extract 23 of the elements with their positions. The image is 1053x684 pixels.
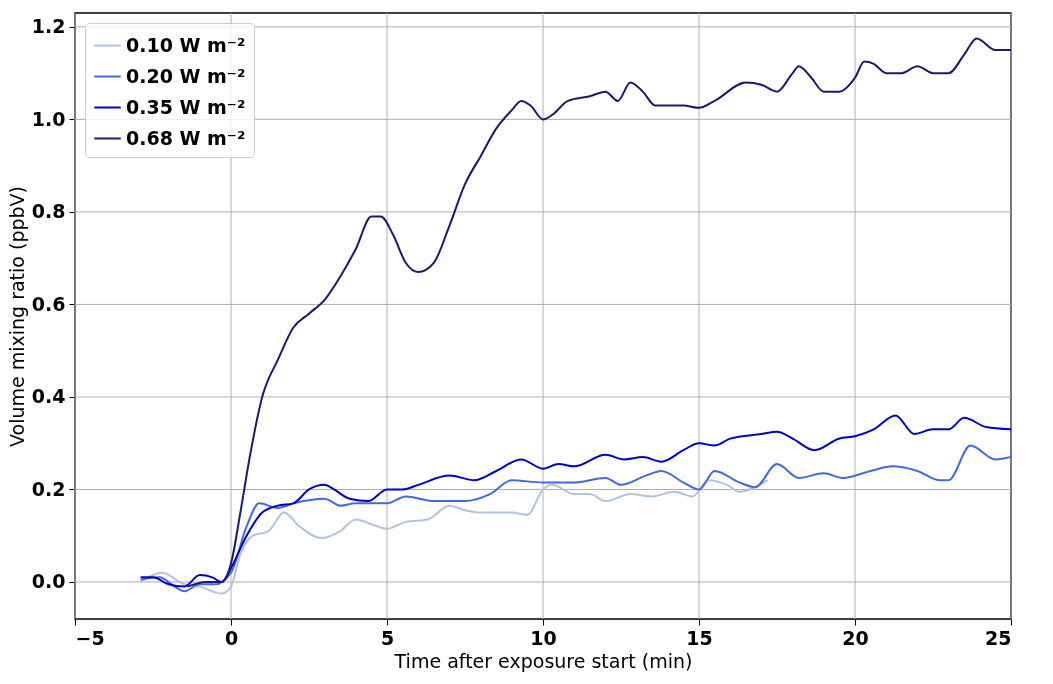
x-tick-label: 0 xyxy=(224,626,239,649)
line-series xyxy=(139,479,769,595)
x-tick-label: 15 xyxy=(686,626,713,649)
x-tick-label: −5 xyxy=(75,626,105,649)
y-tick-label: 0.4 xyxy=(31,385,66,408)
y-tick-label: 0.8 xyxy=(31,200,66,223)
y-tick-label: 0.0 xyxy=(31,570,66,593)
y-tick-label: 1.0 xyxy=(31,107,66,130)
legend-label: 0.10 W m⁻² xyxy=(126,33,246,56)
legend-label: 0.20 W m⁻² xyxy=(126,64,246,87)
y-axis-title: Volume mixing ratio (ppbV) xyxy=(5,185,28,448)
y-tick-label: 0.6 xyxy=(31,292,66,315)
x-tick-label: 5 xyxy=(380,626,395,649)
y-tick-label: 1.2 xyxy=(31,15,66,38)
y-tick-label: 0.2 xyxy=(31,477,66,500)
x-tick-label: 20 xyxy=(842,626,869,649)
legend-label: 0.35 W m⁻² xyxy=(126,95,246,118)
x-axis-title: Time after exposure start (min) xyxy=(393,649,693,672)
x-tick-label: 10 xyxy=(530,626,557,649)
line-series xyxy=(139,414,1011,588)
line-series xyxy=(139,444,1011,593)
legend-label: 0.68 W m⁻² xyxy=(126,126,246,149)
x-tick-label: 25 xyxy=(985,626,1012,649)
